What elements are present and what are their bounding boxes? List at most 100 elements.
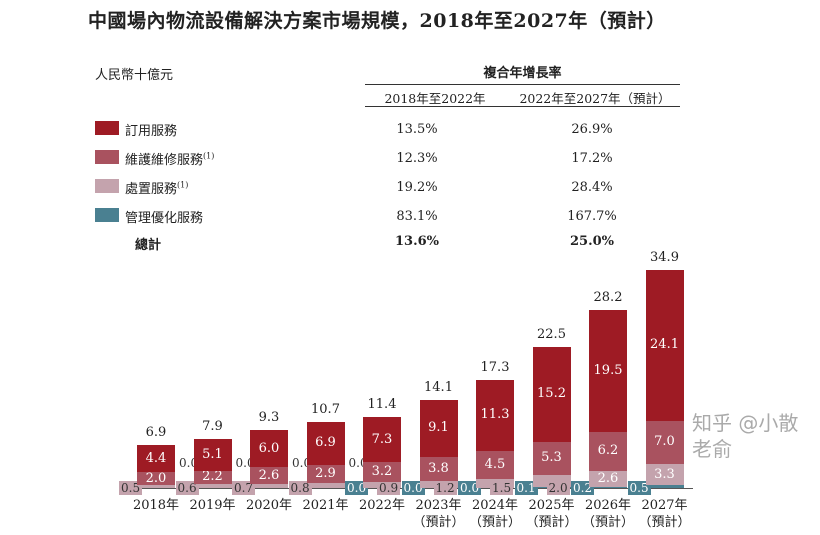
bar-segment: [193, 438, 232, 471]
data-label: 2.6: [258, 467, 280, 483]
data-label: 6.9: [315, 435, 336, 451]
data-label: 4.4: [145, 450, 167, 466]
bar-segment: [363, 416, 401, 463]
chart-title: 中國場內物流設備解決方案市場規模，2018年至2027年（預計）: [88, 10, 666, 32]
bar-segment: [306, 464, 345, 483]
total-label: 11.4: [367, 396, 397, 412]
bar-segment: [250, 467, 288, 484]
legend-label: 處置服務(1): [125, 180, 189, 197]
total-label: 總計: [135, 238, 162, 253]
data-label: 2.6: [597, 470, 619, 486]
bar-segment: [137, 444, 175, 473]
total-label: 28.2: [593, 289, 623, 305]
bar-segment: [306, 483, 345, 488]
data-label: 3.8: [428, 460, 449, 476]
data-label: 0.5: [119, 481, 143, 495]
data-label: 3.2: [371, 464, 393, 480]
bar-segment: [476, 379, 514, 451]
data-label: 4.5: [484, 456, 506, 472]
bar-segment: [193, 470, 232, 485]
cagr-header: 複合年增長率: [483, 66, 562, 81]
data-label: 0.0: [235, 456, 255, 470]
legend-swatch: [95, 121, 119, 135]
bar-segment: [532, 441, 571, 475]
bar-segment: [645, 464, 684, 485]
data-label: 7.3: [371, 431, 393, 447]
bar-segment: [645, 484, 684, 488]
x-tick-label: 2021年: [302, 498, 349, 513]
data-label: 15.2: [537, 386, 566, 402]
x-tick-label: 2025年 （預計）: [525, 498, 578, 530]
x-tick-label: 2019年: [189, 498, 236, 513]
cagr-value: 13.5%: [396, 122, 438, 137]
bar-segment: [363, 462, 401, 483]
legend-label: 訂用服務: [125, 124, 178, 139]
legend-label: 維護維修服務(1): [125, 151, 215, 168]
data-label: 9.1: [428, 420, 449, 436]
data-label: 0.0: [345, 481, 369, 495]
data-label: 0.0: [292, 456, 312, 470]
bar-segment: [419, 456, 458, 481]
bar-segment: [137, 472, 175, 485]
bar-segment: [306, 421, 345, 465]
data-label: 1.2: [433, 481, 457, 495]
data-label: 5.3: [541, 450, 562, 466]
total-cagr-1: 13.6%: [394, 234, 439, 249]
divider: [365, 106, 680, 107]
bar-segment: [589, 486, 627, 488]
x-tick-label: 2020年: [245, 498, 293, 513]
total-cagr-2: 25.0%: [569, 234, 614, 249]
x-tick-label: 2024年 （預計）: [468, 498, 521, 530]
cagr-value: 17.2%: [571, 151, 613, 166]
data-label: 2.0: [546, 481, 570, 495]
x-tick-label: 2026年 （預計）: [581, 498, 634, 530]
total-label: 17.3: [480, 359, 510, 375]
bar-segment: [532, 346, 571, 442]
bar-segment: [137, 484, 175, 488]
cagr-value: 19.2%: [396, 180, 438, 195]
bar-segment: [250, 429, 288, 468]
legend-label: 管理優化服務: [125, 211, 204, 226]
data-label: 0.0: [179, 456, 199, 470]
data-label: 7.0: [654, 434, 675, 450]
cagr-value: 167.7%: [567, 209, 617, 224]
bar-segment: [419, 399, 458, 457]
data-label: 0.9: [377, 481, 401, 495]
total-label: 6.9: [145, 424, 167, 440]
data-label: 24.1: [650, 337, 679, 353]
legend-swatch: [95, 179, 119, 193]
bar-segment: [589, 431, 627, 471]
data-label: 5.1: [202, 446, 223, 462]
x-tick-label: 2023年 （預計）: [412, 498, 465, 530]
cagr-value: 83.1%: [396, 209, 438, 224]
data-label: 1.5: [490, 481, 514, 495]
data-label: 19.5: [593, 362, 623, 378]
data-label: 3.3: [654, 466, 675, 482]
data-label: 6.0: [258, 440, 280, 456]
cagr-value: 12.3%: [396, 151, 438, 166]
data-label: 2.9: [315, 465, 336, 481]
data-label: 2.2: [202, 469, 223, 485]
total-label: 10.7: [311, 401, 340, 417]
data-label: 6.2: [597, 443, 619, 459]
data-label: 0.7: [232, 481, 256, 495]
data-label: 0.0: [458, 481, 482, 495]
x-tick-label: 2018年: [132, 498, 180, 513]
cagr-col-2: 2022年至2027年（預計）: [519, 91, 671, 106]
bar-segment: [476, 450, 514, 479]
unit-label: 人民幣十億元: [95, 68, 174, 83]
data-label: 0.1: [514, 481, 538, 495]
cagr-value: 28.4%: [571, 180, 613, 195]
bar-segment: [193, 484, 232, 488]
bar-segment: [645, 269, 684, 421]
data-label: 0.8: [288, 481, 312, 495]
data-label: 11.3: [480, 407, 510, 423]
total-label: 14.1: [424, 379, 453, 395]
bar-segment: [589, 470, 627, 487]
x-tick-label: 2022年: [358, 498, 406, 513]
cagr-col-1: 2018年至2022年: [384, 91, 486, 106]
data-label: 0.0: [348, 456, 368, 470]
total-label: 34.9: [650, 249, 679, 265]
watermark: 知乎 @小散老俞: [692, 411, 799, 461]
